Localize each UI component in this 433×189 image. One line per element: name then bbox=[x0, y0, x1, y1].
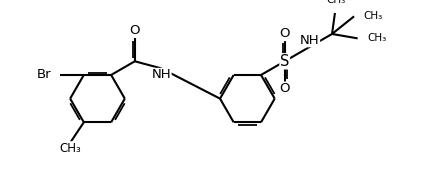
Text: CH₃: CH₃ bbox=[367, 33, 387, 43]
Text: CH₃: CH₃ bbox=[60, 142, 81, 155]
Text: NH: NH bbox=[300, 34, 320, 47]
Text: Br: Br bbox=[37, 68, 52, 81]
Text: O: O bbox=[279, 27, 290, 40]
Text: CH₃: CH₃ bbox=[326, 0, 345, 5]
Text: S: S bbox=[280, 54, 289, 69]
Text: O: O bbox=[129, 24, 140, 37]
Text: CH₃: CH₃ bbox=[364, 11, 383, 21]
Text: O: O bbox=[279, 82, 290, 95]
Text: NH: NH bbox=[152, 68, 171, 81]
